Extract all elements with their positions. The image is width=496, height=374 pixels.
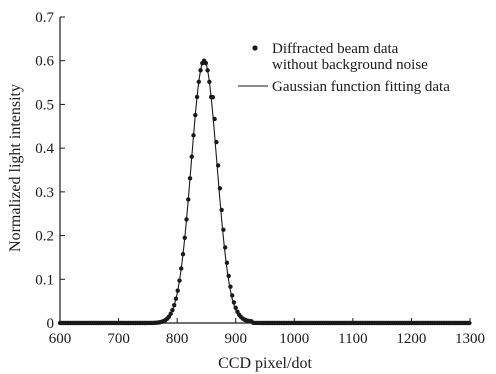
x-tick-label: 1100 xyxy=(338,331,367,347)
x-tick-label: 800 xyxy=(166,331,189,347)
data-point xyxy=(175,288,180,293)
y-tick-label: 0.3 xyxy=(35,185,54,201)
x-tick-label: 1300 xyxy=(455,331,485,347)
data-point xyxy=(226,273,231,279)
data-point xyxy=(189,154,194,159)
legend-label-data-line2: without background noise xyxy=(272,57,428,73)
fit-curve-layer xyxy=(60,60,470,324)
legend-marker-dot xyxy=(252,45,258,51)
x-tick-label: 1200 xyxy=(396,331,426,347)
x-tick-label: 1000 xyxy=(279,331,309,347)
data-point xyxy=(215,163,221,168)
data-point xyxy=(170,307,175,313)
data-point xyxy=(219,207,224,213)
data-point xyxy=(173,296,179,301)
data-point xyxy=(228,284,233,289)
y-tick-label: 0.5 xyxy=(35,97,54,113)
data-point xyxy=(191,133,196,138)
y-tick-label: 0.7 xyxy=(35,10,54,26)
data-point xyxy=(203,60,209,66)
data-point xyxy=(214,139,219,145)
data-point xyxy=(230,293,235,298)
y-tick-label: 0.1 xyxy=(35,272,54,288)
y-tick-label: 0.2 xyxy=(35,229,54,245)
data-point xyxy=(233,305,238,310)
x-tick-label: 700 xyxy=(107,331,130,347)
data-point xyxy=(221,227,226,232)
data-point xyxy=(182,235,187,241)
data-point xyxy=(177,278,182,283)
legend-label-fit: Gaussian function fitting data xyxy=(272,79,450,95)
x-axis-title: CCD pixel/dot xyxy=(218,355,312,372)
x-tick-label: 600 xyxy=(49,331,72,347)
data-point xyxy=(467,320,472,326)
data-point xyxy=(194,94,200,100)
data-point xyxy=(184,217,189,222)
data-point xyxy=(205,68,210,73)
data-point xyxy=(172,302,177,308)
x-ticks: 600 700 800 900 1000 1100 1200 1300 xyxy=(49,318,485,347)
y-tick-label: 0.6 xyxy=(35,54,54,70)
data-point xyxy=(187,176,193,181)
data-point xyxy=(196,79,202,84)
gaussian-fit-line xyxy=(60,60,470,324)
x-tick-label: 900 xyxy=(224,331,247,347)
y-tick-label: 0.4 xyxy=(35,141,54,157)
data-point xyxy=(179,266,184,271)
data-point xyxy=(180,252,186,257)
data-point xyxy=(222,245,228,250)
y-axis-title: Normalized light intensity xyxy=(7,84,24,252)
data-point xyxy=(168,311,173,317)
legend: Diffracted beam data without background … xyxy=(238,41,450,95)
plot-area: 600 700 800 900 1000 1100 1200 1300 00.10.20.30… xyxy=(35,10,485,347)
data-point xyxy=(212,116,217,122)
data-point xyxy=(224,260,230,266)
data-points-layer xyxy=(57,58,472,326)
data-point xyxy=(193,112,198,118)
y-ticks: 0 0.1 0.2 0.3 0.4 0.5 0.6 0.7 xyxy=(35,10,65,332)
y-tick-label: 0 xyxy=(47,316,55,332)
data-point xyxy=(217,186,223,191)
legend-label-data-line1: Diffracted beam data xyxy=(272,41,399,57)
data-point xyxy=(231,300,237,305)
data-point xyxy=(210,94,216,100)
data-point xyxy=(198,68,203,73)
data-point xyxy=(207,79,212,84)
data-point xyxy=(186,197,191,202)
